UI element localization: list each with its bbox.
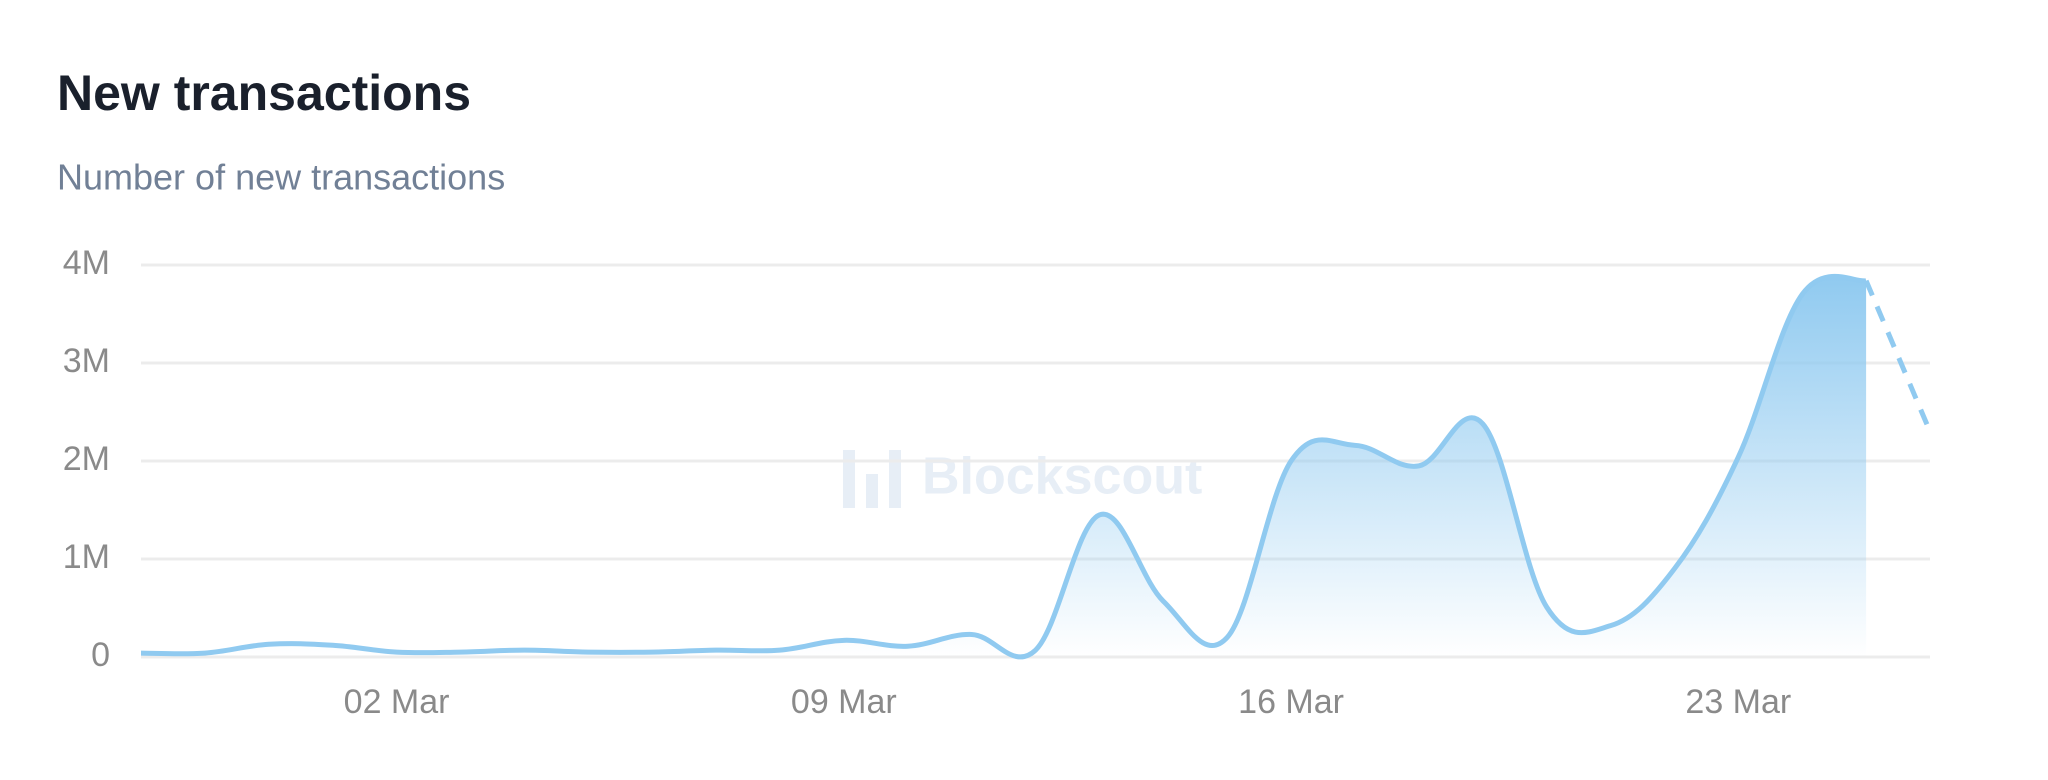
chart-subtitle: Number of new transactions (57, 157, 505, 198)
x-tick-label: 09 Mar (791, 683, 897, 721)
watermark-logo (843, 450, 901, 508)
line (140, 274, 1867, 660)
x-tick-label: 16 Mar (1238, 683, 1344, 721)
area (141, 276, 1867, 657)
x-tick-label: 23 Mar (1685, 683, 1791, 721)
y-tick-label: 3M (63, 342, 110, 380)
chart-title: New transactions (57, 65, 471, 121)
y-tick-label: 0 (91, 636, 110, 674)
y-tick-label: 1M (63, 538, 110, 576)
y-tick-label: 4M (63, 244, 110, 282)
watermark: Blockscout (922, 448, 1202, 506)
y-tick-label: 2M (63, 440, 110, 478)
incomplete-line (1863, 279, 1933, 433)
x-tick-label: 02 Mar (344, 683, 450, 721)
